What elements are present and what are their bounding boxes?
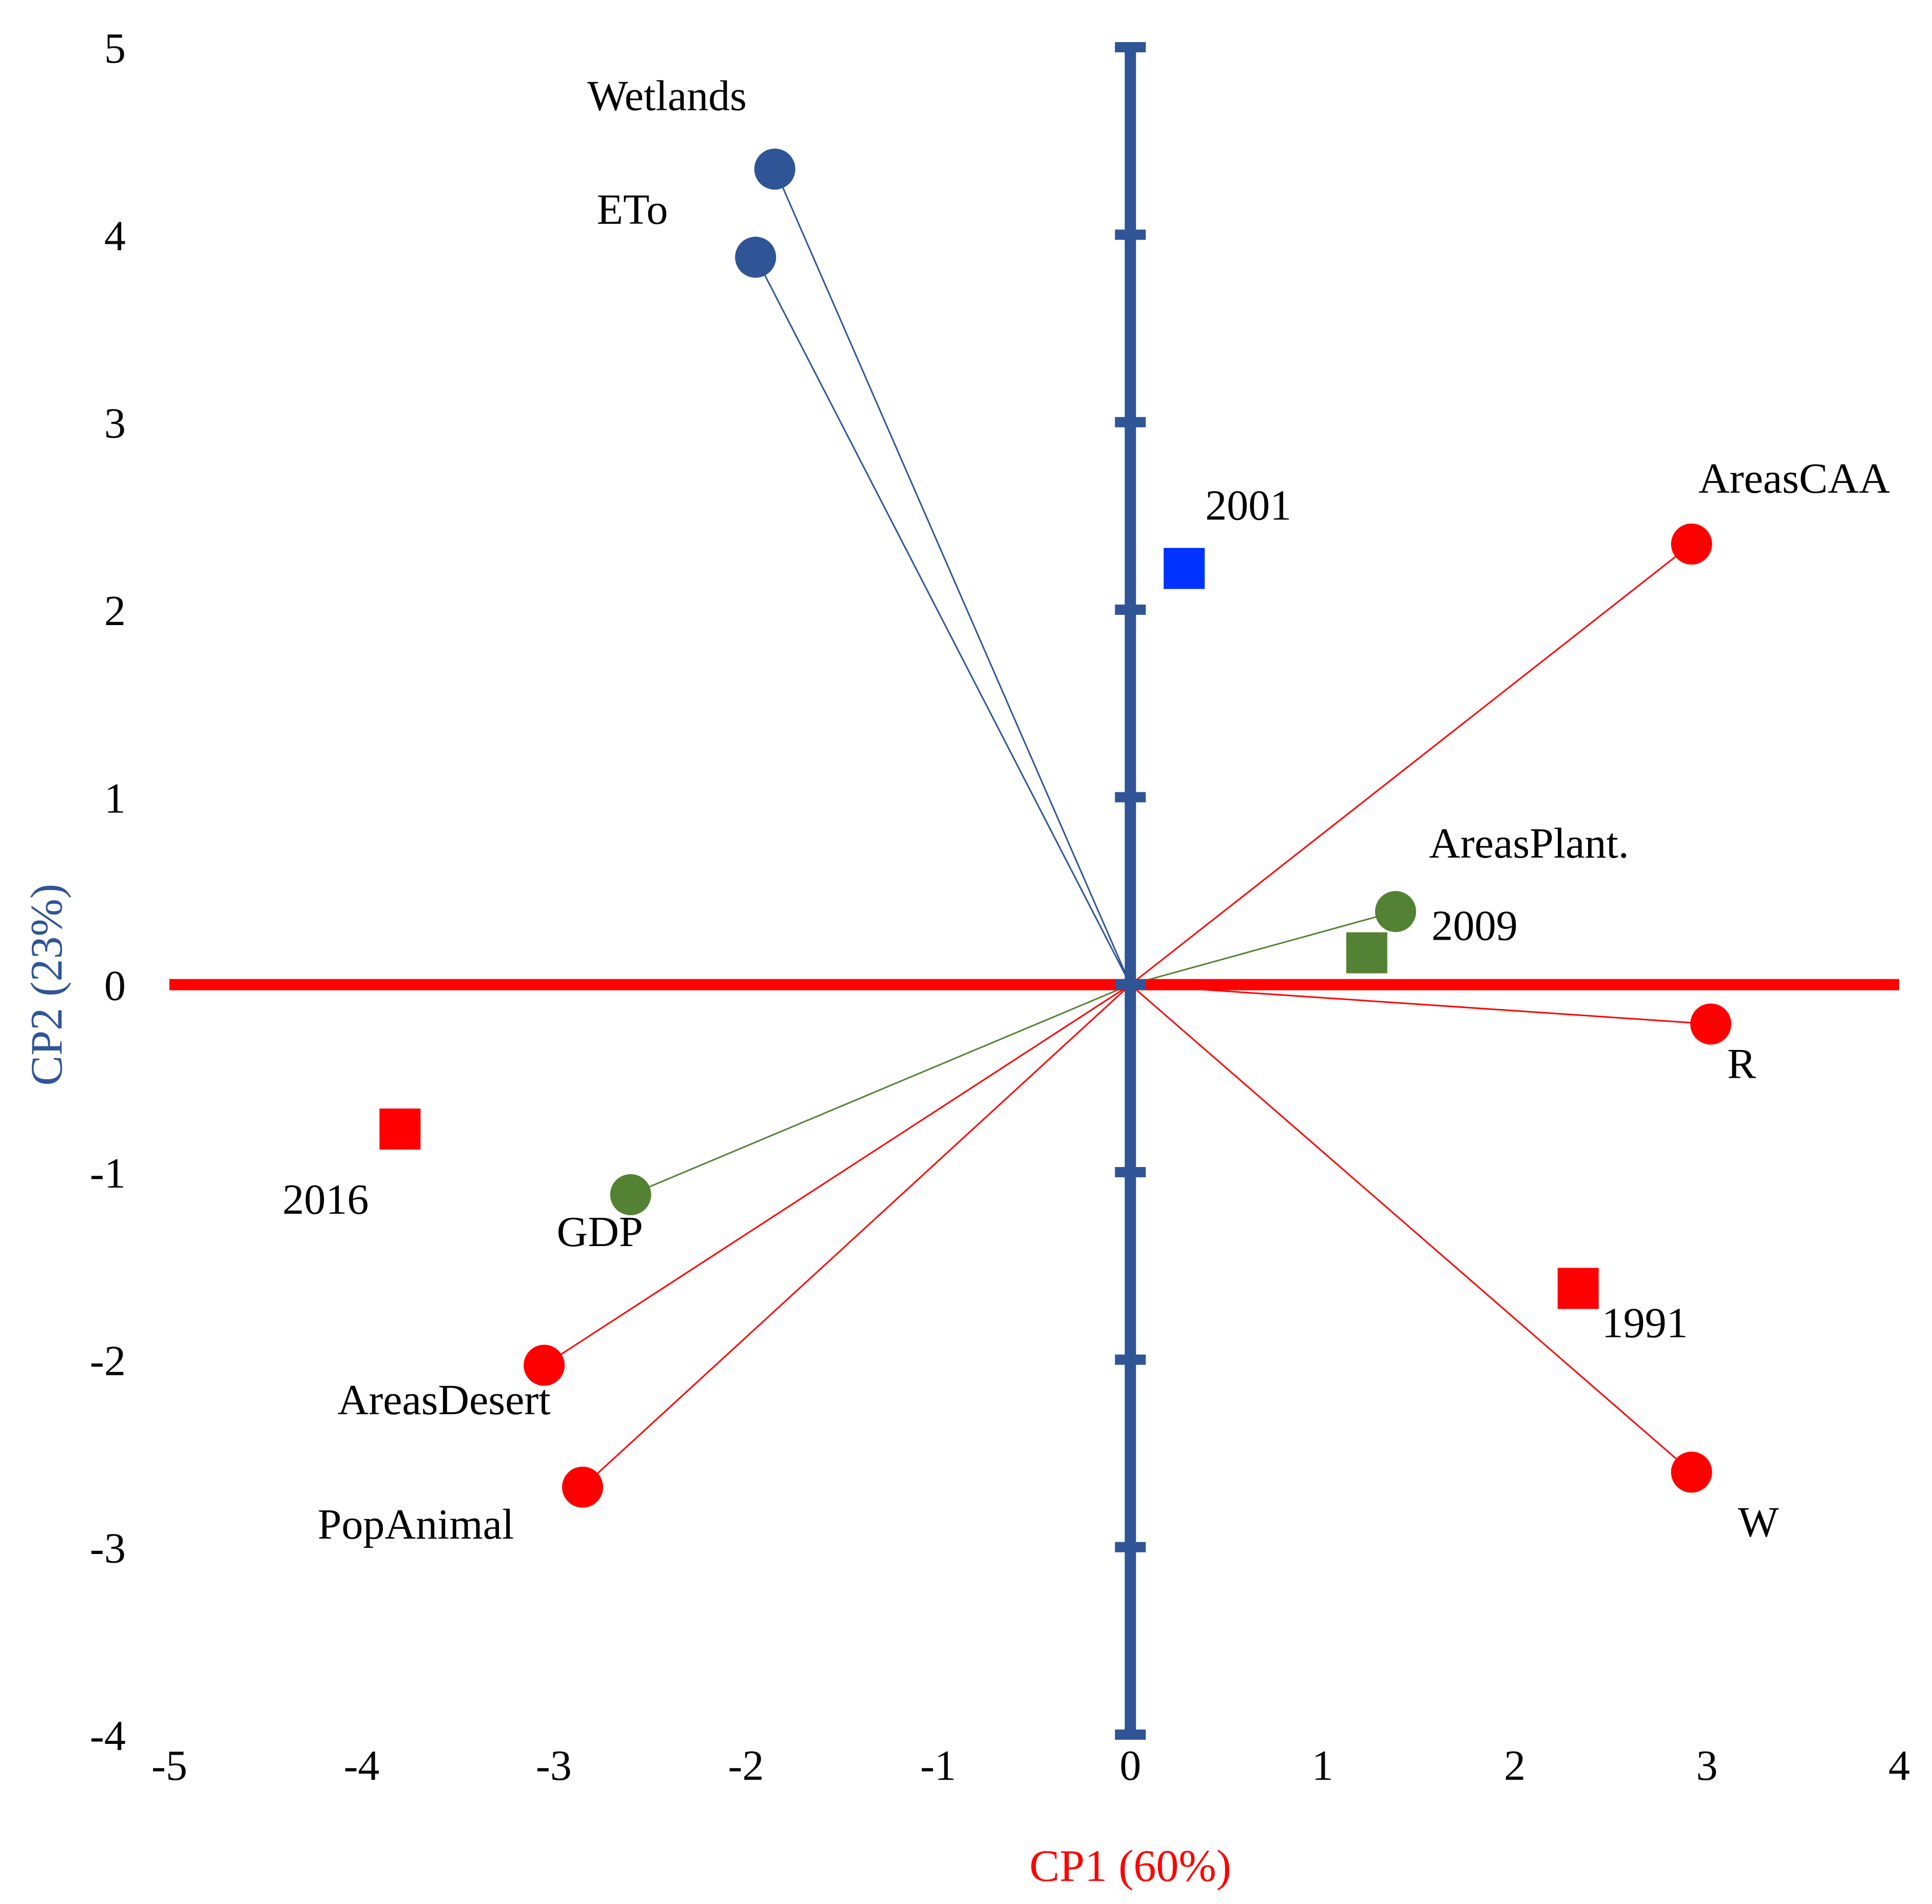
variable-label: Wetlands: [587, 72, 747, 120]
variable-point: [610, 1174, 651, 1215]
year-label: 2016: [282, 1176, 369, 1223]
x-tick-label: 3: [1696, 1742, 1718, 1790]
tick-labels: -5 -4 -3 -2 -1 0 1 2 3 4 -4 -3 -2 -1 0 1 2 3 4 5: [90, 25, 1910, 1790]
y-tick-label: -2: [90, 1337, 126, 1385]
loading-line-popanimal: [582, 984, 1131, 1488]
y-tick-label: 5: [104, 25, 126, 72]
loading-line-areascaa: [1130, 543, 1692, 985]
markers: [379, 148, 1732, 1508]
variable-point: [524, 1345, 565, 1386]
variable-label: AreasPlant.: [1429, 820, 1629, 867]
y-axis-title: CP2 (23%): [22, 884, 72, 1086]
year-point: [1346, 932, 1387, 974]
y-tick-label: 2: [104, 587, 126, 635]
year-point: [1557, 1268, 1599, 1309]
loading-line-w: [1130, 984, 1692, 1473]
y-tick-label: -3: [90, 1525, 126, 1572]
loading-line-gdp: [630, 984, 1131, 1196]
variable-label: W: [1738, 1499, 1779, 1546]
loading-line-r: [1130, 984, 1711, 1025]
y-tick-label: 4: [104, 212, 126, 260]
variable-point: [562, 1466, 604, 1508]
variable-label: GDP: [557, 1208, 643, 1256]
variable-point: [1671, 523, 1712, 565]
year-point: [1164, 548, 1205, 589]
variable-point: [1690, 1003, 1732, 1045]
x-tick-label: 2: [1504, 1742, 1525, 1790]
cp2-axis-tick-marks: [1115, 42, 1146, 1740]
x-axis-title: CP1 (60%): [1029, 1841, 1231, 1891]
variable-label: AreasCAA: [1698, 455, 1890, 502]
y-tick-label: 0: [104, 962, 126, 1010]
year-label: 2001: [1205, 482, 1291, 530]
x-tick-label: -5: [151, 1742, 187, 1790]
y-tick-label: -4: [90, 1712, 126, 1760]
variable-point: [735, 237, 777, 278]
year-label: 1991: [1602, 1299, 1688, 1347]
loading-line-wetlands: [774, 168, 1131, 985]
x-tick-label: 1: [1312, 1742, 1334, 1790]
variable-point: [1375, 891, 1416, 932]
variable-point: [1671, 1451, 1712, 1493]
variable-label: ETo: [597, 186, 668, 234]
variable-label: AreasDesert: [338, 1376, 551, 1424]
x-tick-label: 4: [1888, 1742, 1910, 1790]
x-tick-label: -2: [728, 1742, 764, 1790]
loading-line-eto: [755, 257, 1131, 985]
y-tick-label: 1: [104, 774, 126, 822]
x-tick-label: 0: [1119, 1742, 1141, 1790]
x-tick-label: -1: [920, 1742, 956, 1790]
x-tick-label: -3: [536, 1742, 572, 1790]
point-labels: Wetlands ETo AreasCAA AreasPlant. R W GDP Areas…: [282, 72, 1890, 1548]
loading-lines: [544, 168, 1711, 1488]
year-point: [379, 1108, 421, 1150]
variable-label: PopAnimal: [318, 1501, 514, 1548]
y-tick-label: 3: [104, 400, 126, 448]
axes: [169, 42, 1899, 1740]
year-label: 2009: [1432, 902, 1518, 950]
x-tick-label: -4: [343, 1742, 379, 1790]
loading-line-areasdesert: [544, 984, 1131, 1366]
variable-label: R: [1727, 1040, 1756, 1087]
loading-line-areasplant: [1130, 910, 1396, 986]
y-tick-label: -1: [90, 1150, 126, 1197]
variable-point: [754, 148, 796, 190]
